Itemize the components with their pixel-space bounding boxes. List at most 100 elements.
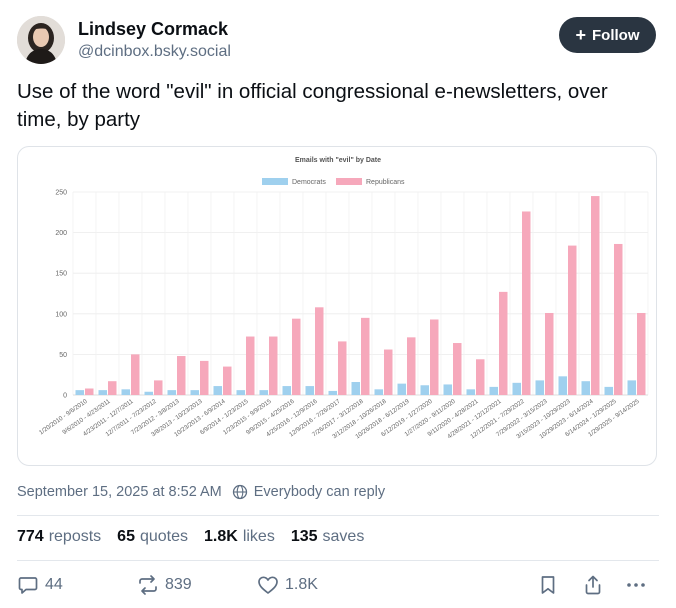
y-tick-label: 0 — [63, 393, 67, 400]
author-name[interactable]: Lindsey Cormack — [78, 19, 229, 39]
bar-republicans — [131, 354, 140, 395]
reply-icon — [18, 577, 38, 594]
bar-democrats — [121, 389, 130, 395]
timestamp[interactable]: September 15, 2025 at 8:52 AM — [17, 484, 222, 500]
reply-button[interactable]: 44 — [17, 574, 63, 596]
bar-democrats — [443, 384, 452, 395]
bar-democrats — [489, 386, 498, 395]
repost-count: 839 — [165, 576, 192, 593]
bar-republicans — [269, 336, 278, 395]
post-meta: September 15, 2025 at 8:52 AM Everybody … — [17, 484, 385, 500]
like-count: 1.8K — [285, 576, 318, 593]
bar-democrats — [305, 386, 314, 395]
bar-republicans — [476, 359, 485, 395]
bar-republicans — [568, 245, 577, 395]
bar-republicans — [338, 341, 347, 395]
reposts-count: 774 — [17, 528, 44, 545]
follow-label: Follow — [592, 26, 640, 44]
bar-republicans — [85, 388, 94, 395]
bar-democrats — [167, 390, 176, 395]
bar-democrats — [466, 389, 475, 395]
reposts-label: reposts — [48, 528, 102, 545]
y-tick-label: 50 — [59, 352, 67, 359]
bar-republicans — [154, 380, 163, 395]
y-tick-label: 150 — [55, 271, 67, 278]
bar-democrats — [374, 389, 383, 395]
bar-democrats — [259, 390, 268, 395]
like-button[interactable]: 1.8K — [257, 574, 318, 596]
bar-republicans — [499, 291, 508, 395]
bar-democrats — [558, 376, 567, 395]
legend-swatch-republicans — [336, 178, 362, 185]
bar-democrats — [351, 382, 360, 395]
saves-count: 135 — [290, 528, 318, 545]
bar-republicans — [430, 319, 439, 395]
legend-swatch-democrats — [262, 178, 288, 185]
bar-republicans — [108, 381, 117, 395]
bar-democrats — [213, 386, 222, 395]
bar-republicans — [614, 243, 623, 395]
bar-republicans — [637, 312, 646, 395]
saves-stat[interactable]: 135 saves — [291, 528, 365, 546]
y-tick-label: 100 — [55, 311, 67, 318]
y-tick-label: 250 — [55, 190, 67, 197]
bar-republicans — [545, 312, 554, 395]
bookmark-button[interactable] — [537, 574, 559, 596]
bar-democrats — [282, 386, 291, 395]
more-icon — [627, 583, 645, 587]
divider — [17, 515, 659, 516]
author-handle[interactable]: @dcinbox.bsky.social — [78, 43, 231, 60]
saves-label: saves — [322, 528, 365, 545]
heart-icon — [258, 576, 278, 594]
bar-democrats — [144, 391, 153, 395]
bar-democrats — [98, 390, 107, 395]
bar-republicans — [522, 211, 531, 395]
repost-icon — [139, 575, 157, 595]
reposts-stat[interactable]: 774 reposts — [17, 528, 101, 546]
post-actions: 44 839 1.8K — [17, 574, 659, 600]
bar-democrats — [75, 390, 84, 395]
bar-democrats — [604, 386, 613, 395]
bar-republicans — [384, 349, 393, 395]
bar-republicans — [591, 196, 600, 395]
more-options-button[interactable] — [625, 574, 647, 596]
likes-label: likes — [242, 528, 275, 545]
reply-count: 44 — [45, 576, 63, 593]
repost-button[interactable]: 839 — [137, 574, 192, 596]
globe-icon — [232, 484, 247, 500]
bar-democrats — [535, 380, 544, 395]
post-image[interactable]: Emails with "evil" by Date Democrats Rep… — [17, 146, 657, 466]
reply-setting[interactable]: Everybody can reply — [232, 484, 385, 500]
follow-button[interactable]: + Follow — [559, 17, 656, 53]
bar-democrats — [627, 380, 636, 395]
bar-republicans — [407, 337, 416, 395]
divider — [17, 560, 659, 561]
bar-democrats — [420, 385, 429, 395]
bar-republicans — [361, 317, 370, 395]
legend-label-republicans: Republicans — [366, 179, 405, 186]
chart-title: Emails with "evil" by Date — [295, 157, 381, 164]
quotes-stat[interactable]: 65 quotes — [117, 528, 188, 546]
reply-setting-label: Everybody can reply — [253, 484, 386, 500]
bookmark-icon — [541, 576, 555, 594]
likes-stat[interactable]: 1.8K likes — [204, 528, 275, 546]
share-icon — [585, 575, 601, 595]
bar-republicans — [453, 343, 462, 395]
bar-democrats — [236, 390, 245, 395]
bar-republicans — [200, 360, 209, 395]
bar-democrats — [397, 383, 406, 395]
bar-chart: Emails with "evil" by Date Democrats Rep… — [38, 157, 649, 440]
bar-democrats — [581, 381, 590, 395]
bar-republicans — [292, 318, 301, 395]
share-button[interactable] — [582, 574, 604, 596]
bar-republicans — [177, 356, 186, 395]
chart-legend: Democrats Republicans — [262, 178, 405, 186]
bar-republicans — [315, 307, 324, 395]
quotes-label: quotes — [139, 528, 189, 545]
bar-democrats — [512, 382, 521, 395]
avatar[interactable] — [17, 16, 65, 64]
bar-republicans — [223, 366, 232, 395]
post-text: Use of the word "evil" in official congr… — [17, 80, 608, 131]
likes-count: 1.8K — [204, 528, 238, 545]
quotes-count: 65 — [117, 528, 135, 545]
